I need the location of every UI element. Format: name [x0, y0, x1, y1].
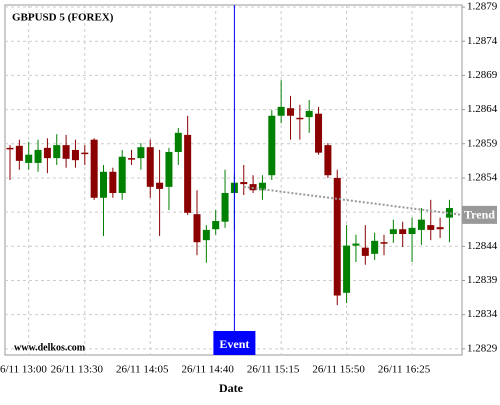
y-tick-label: 1.2834	[467, 308, 498, 320]
candle-body	[146, 147, 154, 187]
candle-body	[90, 139, 98, 198]
candle-body	[408, 227, 416, 235]
trend-label: Trend	[464, 208, 495, 222]
candle-body	[343, 245, 351, 293]
y-tick-label: 1.2864	[467, 103, 498, 115]
candle-body	[399, 229, 407, 235]
candle-body	[287, 108, 294, 116]
candle-body	[15, 145, 23, 161]
candle-body	[128, 158, 136, 160]
y-tick-label: 1.2859	[467, 137, 498, 149]
candle-body	[109, 171, 117, 193]
candle-body	[62, 145, 70, 159]
candle-body	[100, 171, 107, 198]
candle-body	[212, 221, 220, 230]
candle-body	[6, 147, 14, 150]
candle-body	[258, 182, 266, 191]
x-tick-label: 26/11 14:05	[116, 364, 169, 376]
candle-body	[240, 182, 248, 185]
x-tick-label: 26/11 13:00	[0, 364, 47, 376]
candle-body	[315, 113, 323, 153]
x-tick-label: 26/11 16:25	[378, 364, 431, 376]
candle-body	[436, 227, 444, 230]
candle-body	[184, 134, 192, 213]
chart-title: GBPUSD 5 (FOREX)	[12, 12, 114, 24]
y-tick-label: 1.2879	[467, 1, 498, 13]
trend-box	[462, 205, 497, 224]
candle-body	[53, 145, 61, 159]
candle-body	[417, 219, 425, 230]
candle-body	[371, 240, 379, 254]
y-tick-label: 1.2869	[467, 69, 498, 81]
x-axis-title: Date	[219, 381, 244, 395]
candle-body	[380, 242, 388, 244]
x-tick-label: 26/11 15:50	[312, 364, 365, 376]
candle-body	[333, 177, 341, 296]
x-tick-label: 26/11 15:15	[247, 364, 300, 376]
y-tick-label: 1.2829	[467, 342, 498, 354]
event-label: Event	[219, 337, 249, 351]
y-tick-label: 1.2844	[467, 240, 498, 252]
y-tick-label: 1.2854	[467, 171, 498, 183]
candle-body	[324, 145, 332, 176]
candle-body	[389, 229, 397, 235]
y-tick-label: 1.2874	[467, 35, 498, 47]
event-box	[213, 331, 256, 355]
candle-body	[221, 192, 229, 222]
candle-body	[445, 208, 453, 218]
watermark: www.delkos.com	[14, 342, 86, 353]
candle-body	[156, 182, 164, 189]
candle-body	[427, 225, 435, 230]
candle-body	[305, 110, 313, 118]
candle-body	[193, 214, 201, 243]
candle-body	[118, 156, 126, 193]
candle-body	[43, 147, 51, 159]
trend-line	[243, 185, 463, 216]
candle-body	[137, 147, 145, 159]
x-tick-label: 26/11 14:40	[181, 364, 234, 376]
candle-body	[296, 117, 304, 120]
candle-body	[268, 115, 276, 176]
x-tick-label: 26/11 13:30	[51, 364, 104, 376]
candle-body	[25, 154, 33, 163]
candle-body	[361, 247, 369, 256]
y-tick-label: 1.2839	[467, 274, 498, 286]
candle-body	[352, 243, 360, 246]
candle-body	[202, 229, 210, 241]
candle-body	[34, 149, 42, 163]
candle-body	[165, 151, 173, 187]
candle-body	[174, 132, 182, 152]
candle-body	[277, 106, 285, 116]
plot-frame	[4, 4, 463, 356]
candle-body	[71, 149, 79, 161]
candle-body	[81, 152, 89, 155]
